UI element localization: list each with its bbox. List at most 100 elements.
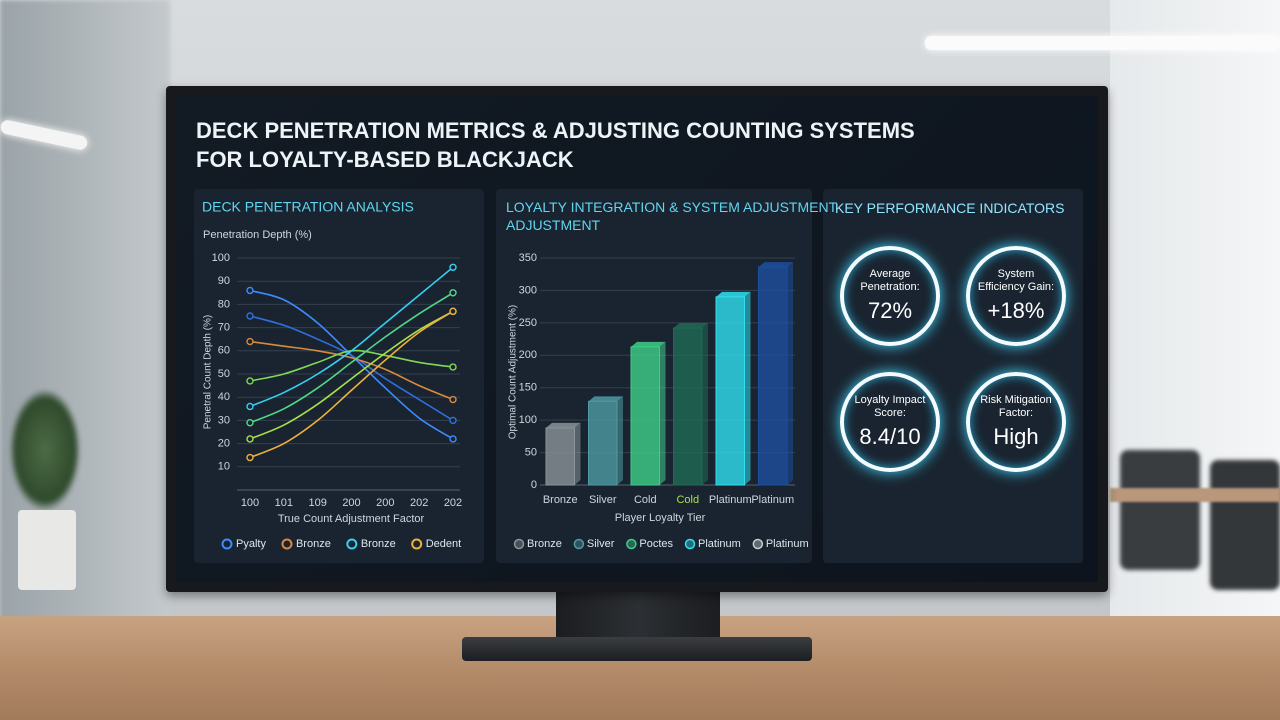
kpi-value: 72% [867,298,913,323]
line-point [449,416,457,425]
y-tick-label: 350 [519,252,537,264]
line-series [249,315,454,422]
kpi-value: High [993,424,1039,449]
legend-swatch [573,538,585,550]
legend-swatch [221,538,233,550]
legend-label: Poctes [639,538,673,550]
y-tick-label: 20 [218,438,230,450]
y-tick-label: 0 [531,479,537,491]
y-axis-label: Optimal Count Adjustment (%) [508,305,519,440]
bar [630,346,660,486]
legend-label: Platinum [698,538,741,550]
y-tick-label: 60 [218,345,230,357]
main-title: DECK PENETRATION METRICS & ADJUSTING COU… [196,116,915,174]
chair [1210,460,1280,590]
bar-side [787,262,793,485]
kpi-circle: System Efficiency Gain: +18% [966,246,1066,346]
line-point [449,395,457,404]
kpi-circle: Risk Mitigation Factor: High [966,372,1066,472]
kpi-value: +18% [987,298,1045,323]
x-axis-label: Player Loyalty Tier [615,512,706,524]
legend-label: Bronze [527,538,562,550]
line-point [246,453,254,462]
bar [715,296,745,486]
monitor-stand [556,590,720,642]
legend-label: Pyalty [236,538,266,550]
line-point [246,286,254,295]
line-series [249,289,454,440]
y-tick-label: 10 [218,461,230,473]
x-tick-label: 101 [275,497,293,509]
y-tick-label: 150 [519,382,537,394]
x-axis-label: True Count Adjustment Factor [278,513,425,525]
kpi-label: System Efficiency Gain: [977,268,1055,293]
chart-subtitle: Penetration Depth (%) [203,229,312,241]
bar [758,266,788,486]
y-tick-label: 250 [519,317,537,329]
panel-title: DECK PENETRATION ANALYSIS [202,199,414,215]
y-tick-label: 40 [218,391,230,403]
legend-label: Bronze [296,538,331,550]
bar [673,327,703,486]
legend-swatch [346,538,358,550]
line-point [246,435,254,443]
legend-swatch [411,538,423,550]
y-tick-label: 70 [218,322,230,334]
line-point [449,363,457,371]
line-point [449,263,457,271]
x-tick-label: Silver [589,494,617,506]
plant [10,390,80,510]
legend-swatch [684,538,696,550]
line-series [249,310,454,440]
monitor-base [462,637,812,661]
bar-side [702,323,708,485]
x-tick-label: 202 [410,497,428,509]
title-line: DECK PENETRATION METRICS & ADJUSTING COU… [196,118,915,143]
line-series [249,266,454,408]
legend-label: Dedent [426,538,461,550]
line-series [249,310,454,459]
line-point [449,289,457,297]
line-point [246,419,254,427]
line-series [249,292,454,424]
kpi-title: KEY PERFORMANCE INDICATORS [835,200,1065,216]
bar-side [617,396,623,485]
table [1110,488,1280,502]
bar-top [758,262,793,268]
line-point [246,337,254,346]
bar-top [588,396,623,402]
y-tick-label: 300 [519,284,537,296]
legend-swatch [513,538,525,550]
legend-label: Platinum [766,538,809,550]
x-tick-label: Platinum [709,494,752,506]
bar-side [744,291,751,485]
x-tick-label: Bronze [543,494,578,506]
bar-top [716,291,751,297]
x-tick-label: 100 [241,497,259,509]
legend-label: Silver [587,538,615,550]
line-point [449,435,457,443]
ceiling-light [925,36,1280,50]
kpi-label: Average Penetration: [860,268,920,293]
x-tick-label: 109 [308,497,326,509]
legend-swatch [626,538,637,550]
bar [588,400,618,486]
y-tick-label: 200 [519,349,537,361]
line-series [249,340,454,401]
x-tick-label: Cold [676,494,699,506]
y-tick-label: 50 [218,368,230,380]
line-point [449,307,457,316]
legend-swatch [752,538,764,550]
x-tick-label: 200 [376,497,394,509]
line-point [246,402,254,411]
kpi-label: Loyalty Impact Score: [854,394,926,419]
bar-top [673,323,708,329]
x-tick-label: 202 [444,497,462,509]
bar-side [574,422,581,485]
line-point [246,312,254,320]
y-tick-label: 80 [218,298,230,310]
chair [1120,450,1200,570]
kpi-circle: Loyalty Impact Score: 8.4/10 [840,372,940,472]
